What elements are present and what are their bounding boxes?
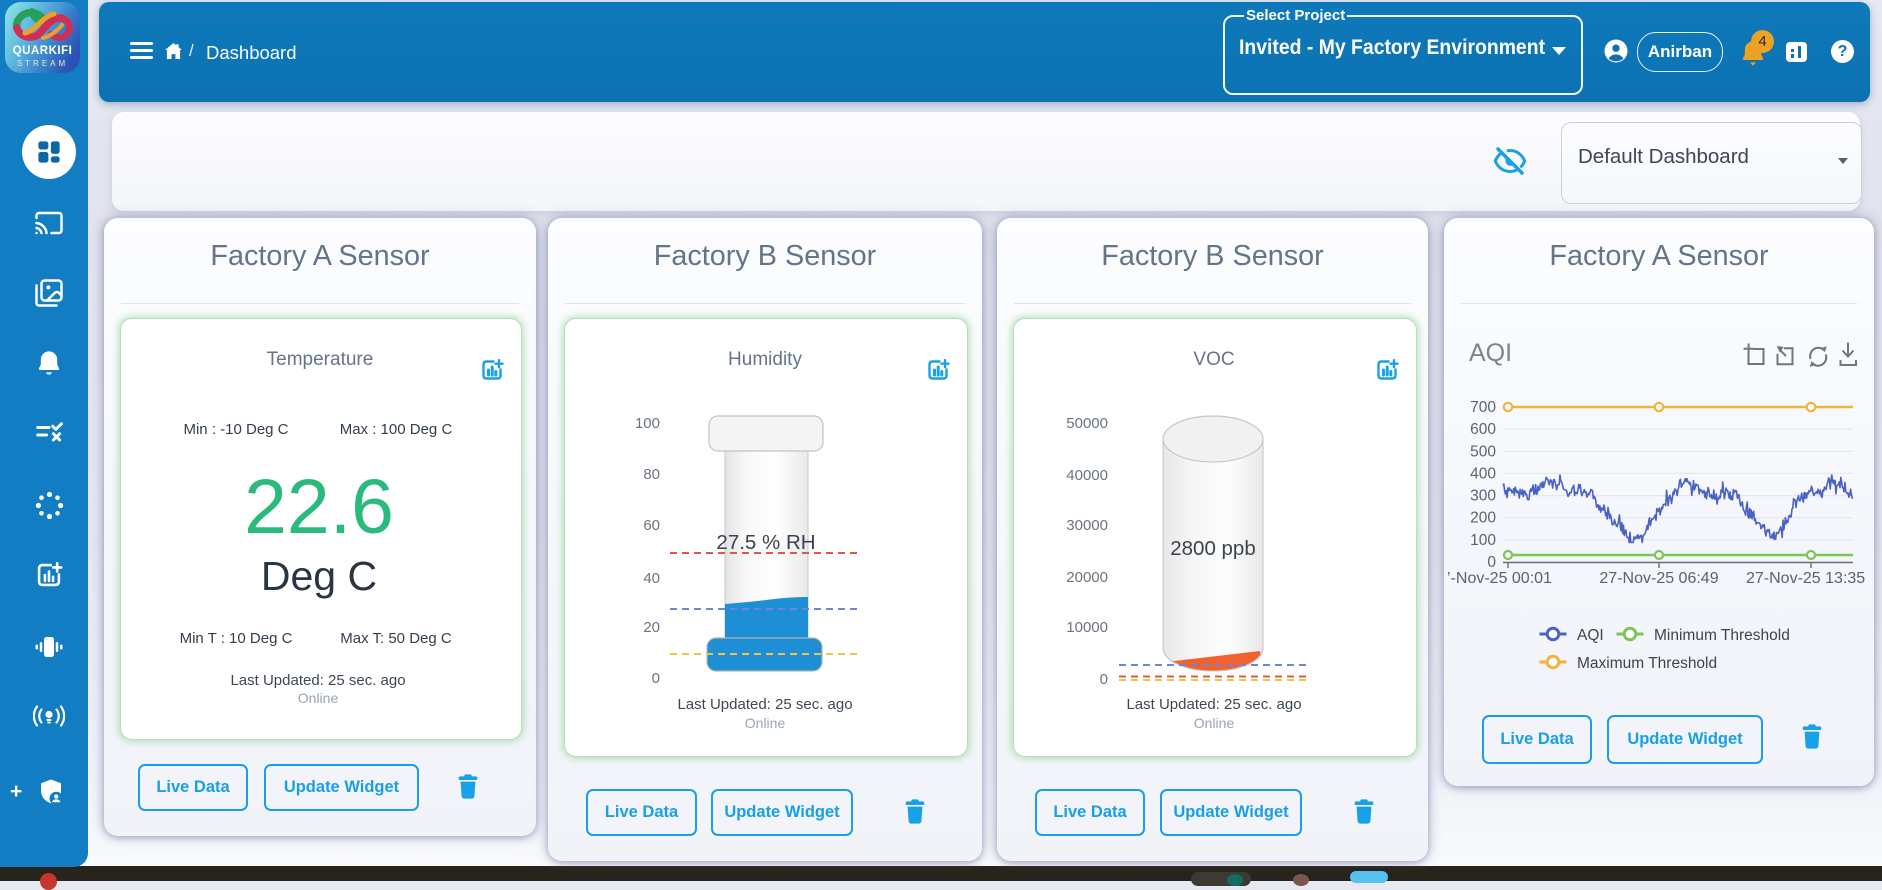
svg-text:20000: 20000 — [1066, 569, 1108, 586]
svg-text:2800 ppb: 2800 ppb — [1170, 537, 1256, 560]
svg-text:0: 0 — [1100, 671, 1108, 688]
svg-text:600: 600 — [1470, 421, 1496, 438]
svg-text:100: 100 — [635, 415, 660, 432]
svg-text:Minimum Threshold: Minimum Threshold — [1654, 627, 1790, 644]
svg-text:80: 80 — [643, 466, 660, 483]
svg-text:27-Nov-25 06:49: 27-Nov-25 06:49 — [1599, 570, 1718, 587]
svg-text:50000: 50000 — [1066, 415, 1108, 432]
svg-text:AQI: AQI — [1469, 339, 1512, 367]
svg-text:27-Nov-25 13:35: 27-Nov-25 13:35 — [1746, 570, 1865, 587]
svg-text:400: 400 — [1470, 465, 1496, 482]
svg-text:10000: 10000 — [1066, 619, 1108, 636]
svg-text:60: 60 — [643, 517, 660, 534]
svg-text:’-Nov-25 00:01: ’-Nov-25 00:01 — [1447, 570, 1552, 587]
svg-text:0: 0 — [652, 670, 660, 687]
svg-text:40000: 40000 — [1066, 467, 1108, 484]
svg-text:27.5 % RH: 27.5 % RH — [716, 531, 815, 554]
svg-text:AQI: AQI — [1577, 627, 1604, 644]
svg-text:300: 300 — [1470, 488, 1496, 505]
svg-text:100: 100 — [1470, 532, 1496, 549]
svg-text:20: 20 — [643, 619, 660, 636]
svg-text:Maximum Threshold: Maximum Threshold — [1577, 655, 1717, 672]
svg-text:40: 40 — [643, 570, 660, 587]
svg-text:200: 200 — [1470, 510, 1496, 527]
svg-text:30000: 30000 — [1066, 517, 1108, 534]
svg-text:500: 500 — [1470, 443, 1496, 460]
svg-text:QUARKIFI: QUARKIFI — [13, 45, 73, 57]
svg-text:0: 0 — [1487, 554, 1496, 571]
svg-text:STREAM: STREAM — [17, 59, 68, 68]
svg-text:700: 700 — [1470, 399, 1496, 416]
